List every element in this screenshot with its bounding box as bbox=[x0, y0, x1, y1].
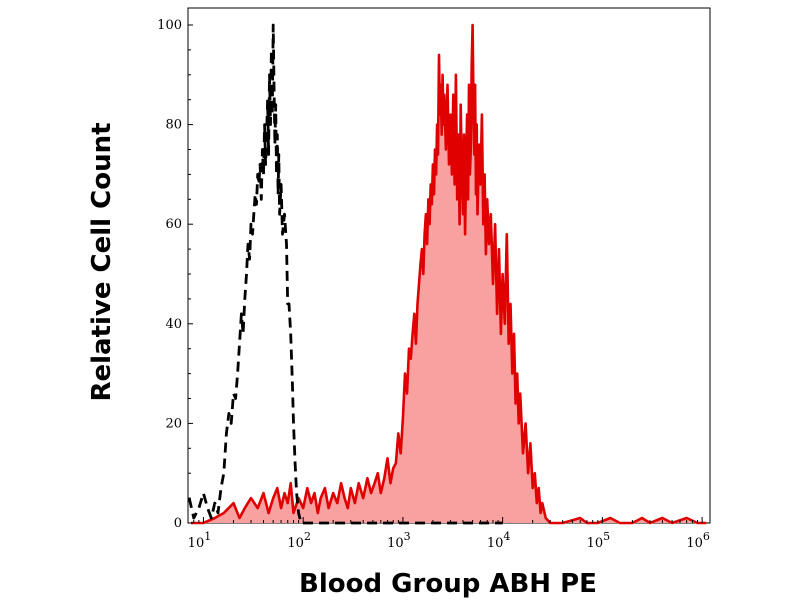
x-tick-label: 104 bbox=[487, 530, 511, 551]
y-tick-label: 20 bbox=[165, 416, 182, 431]
x-axis-title: Blood Group ABH PE bbox=[299, 569, 597, 599]
y-tick-label: 80 bbox=[165, 118, 182, 133]
y-tick-label: 40 bbox=[165, 317, 182, 332]
x-tick-label: 101 bbox=[188, 530, 212, 551]
y-tick-label: 60 bbox=[165, 217, 182, 232]
x-axis: 101 102 103 104 105 106 bbox=[187, 517, 710, 551]
y-axis: 0 20 40 60 80 100 bbox=[157, 18, 193, 531]
plot-area bbox=[187, 7, 711, 525]
red-series-line bbox=[191, 23, 707, 525]
y-axis-title: Relative Cell Count bbox=[87, 122, 117, 401]
series-layer bbox=[187, 23, 707, 525]
x-tick-label: 102 bbox=[287, 530, 311, 551]
x-tick-label: 106 bbox=[686, 530, 710, 551]
x-tick-label: 103 bbox=[387, 530, 411, 551]
y-tick-label: 0 bbox=[174, 516, 182, 531]
red-series-fill bbox=[191, 25, 707, 523]
y-tick-label: 100 bbox=[157, 18, 182, 33]
x-tick-label: 105 bbox=[587, 530, 611, 551]
dashed-series-line bbox=[187, 23, 503, 525]
